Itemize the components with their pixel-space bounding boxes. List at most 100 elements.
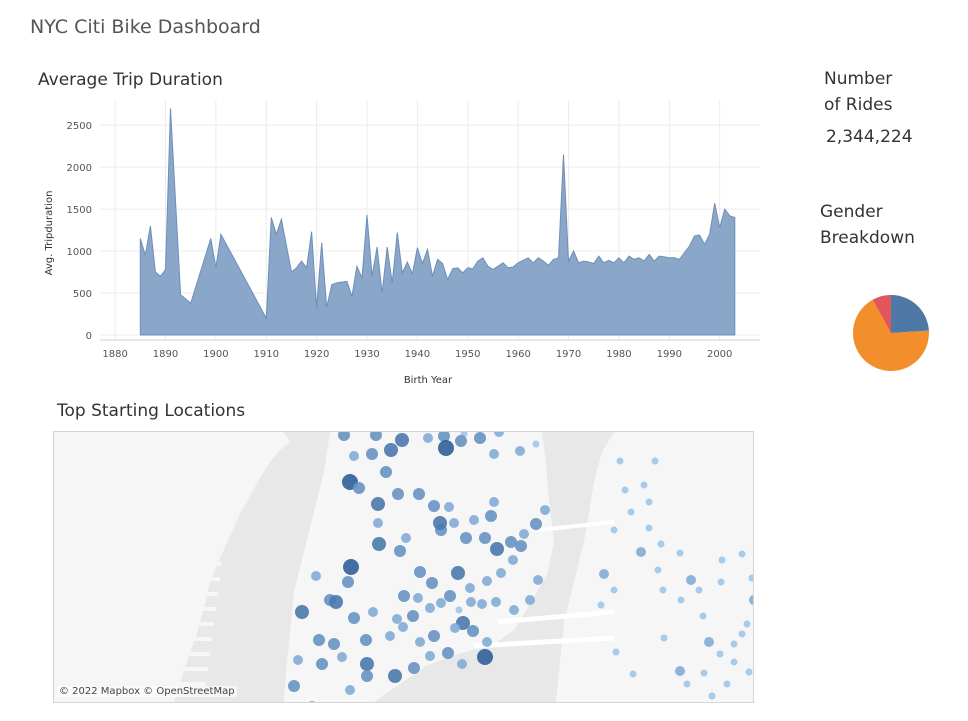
station-marker[interactable] [438, 432, 450, 442]
station-marker[interactable] [451, 566, 465, 580]
station-marker[interactable] [704, 637, 714, 647]
station-marker[interactable] [373, 518, 383, 528]
station-marker[interactable] [450, 623, 460, 633]
station-marker[interactable] [380, 466, 392, 478]
station-marker[interactable] [730, 658, 738, 666]
gender-pie-chart[interactable] [850, 292, 932, 374]
station-marker[interactable] [370, 432, 382, 441]
station-marker[interactable] [465, 583, 475, 593]
station-marker[interactable] [368, 607, 378, 617]
station-marker[interactable] [479, 532, 491, 544]
station-marker[interactable] [743, 620, 751, 628]
station-marker[interactable] [295, 605, 309, 619]
station-marker[interactable] [599, 569, 609, 579]
station-marker[interactable] [372, 537, 386, 551]
station-marker[interactable] [407, 610, 419, 622]
station-marker[interactable] [489, 449, 499, 459]
station-marker[interactable] [610, 526, 618, 534]
station-marker[interactable] [428, 630, 440, 642]
station-marker[interactable] [477, 599, 487, 609]
station-marker[interactable] [515, 446, 525, 456]
station-marker[interactable] [444, 590, 456, 602]
pie-slice[interactable] [891, 295, 929, 333]
station-marker[interactable] [616, 457, 624, 465]
trip-duration-chart[interactable]: 0 500 1000 1500 2000 2500 1880 1890 1900 1910 192… [30, 95, 770, 395]
station-marker[interactable] [392, 488, 404, 500]
station-marker[interactable] [329, 595, 343, 609]
station-marker[interactable] [395, 433, 409, 447]
station-marker[interactable] [738, 630, 746, 638]
station-marker[interactable] [436, 598, 446, 608]
station-marker[interactable] [612, 648, 620, 656]
station-marker[interactable] [394, 545, 406, 557]
station-marker[interactable] [675, 666, 685, 676]
station-marker[interactable] [629, 670, 637, 678]
station-marker[interactable] [388, 669, 402, 683]
station-marker[interactable] [645, 524, 653, 532]
station-marker[interactable] [509, 605, 519, 615]
map-canvas[interactable] [54, 432, 753, 702]
station-marker[interactable] [519, 529, 529, 539]
station-marker[interactable] [414, 566, 426, 578]
station-marker[interactable] [610, 586, 618, 594]
station-marker[interactable] [293, 655, 303, 665]
station-marker[interactable] [455, 606, 463, 614]
station-marker[interactable] [328, 638, 340, 650]
station-marker[interactable] [426, 577, 438, 589]
station-marker[interactable] [413, 488, 425, 500]
station-marker[interactable] [469, 515, 479, 525]
station-marker[interactable] [738, 550, 746, 558]
station-marker[interactable] [745, 668, 753, 676]
station-marker[interactable] [425, 603, 435, 613]
station-marker[interactable] [525, 595, 535, 605]
station-marker[interactable] [627, 508, 635, 516]
station-marker[interactable] [438, 440, 454, 456]
starting-locations-map[interactable] [53, 431, 754, 703]
station-marker[interactable] [676, 549, 684, 557]
station-marker[interactable] [530, 518, 542, 530]
station-marker[interactable] [360, 657, 374, 671]
station-marker[interactable] [348, 612, 360, 624]
station-marker[interactable] [533, 575, 543, 585]
station-marker[interactable] [401, 533, 411, 543]
station-marker[interactable] [489, 497, 499, 507]
station-marker[interactable] [540, 505, 550, 515]
station-marker[interactable] [311, 571, 321, 581]
station-marker[interactable] [749, 595, 753, 605]
station-marker[interactable] [338, 432, 350, 441]
station-marker[interactable] [449, 518, 459, 528]
station-marker[interactable] [645, 498, 653, 506]
station-marker[interactable] [686, 575, 696, 585]
station-marker[interactable] [337, 652, 347, 662]
station-marker[interactable] [699, 612, 707, 620]
station-marker[interactable] [695, 586, 703, 594]
station-marker[interactable] [640, 481, 648, 489]
station-marker[interactable] [485, 510, 497, 522]
station-marker[interactable] [708, 692, 716, 700]
station-marker[interactable] [423, 433, 433, 443]
station-marker[interactable] [408, 662, 420, 674]
pie-slice[interactable] [872, 295, 891, 333]
pie-slice[interactable] [853, 299, 929, 371]
station-marker[interactable] [683, 680, 691, 688]
station-marker[interactable] [398, 622, 408, 632]
station-marker[interactable] [717, 578, 725, 586]
station-marker[interactable] [636, 547, 646, 557]
station-marker[interactable] [700, 669, 708, 677]
station-marker[interactable] [490, 542, 504, 556]
station-marker[interactable] [508, 555, 518, 565]
station-marker[interactable] [730, 640, 738, 648]
station-marker[interactable] [392, 614, 402, 624]
station-marker[interactable] [398, 590, 410, 602]
station-marker[interactable] [466, 597, 476, 607]
station-marker[interactable] [342, 576, 354, 588]
station-marker[interactable] [654, 566, 662, 574]
station-marker[interactable] [467, 625, 479, 637]
station-marker[interactable] [349, 451, 359, 461]
station-marker[interactable] [455, 435, 467, 447]
station-marker[interactable] [532, 440, 540, 448]
station-marker[interactable] [425, 651, 435, 661]
station-marker[interactable] [677, 596, 685, 604]
station-marker[interactable] [343, 559, 359, 575]
station-marker[interactable] [659, 586, 667, 594]
